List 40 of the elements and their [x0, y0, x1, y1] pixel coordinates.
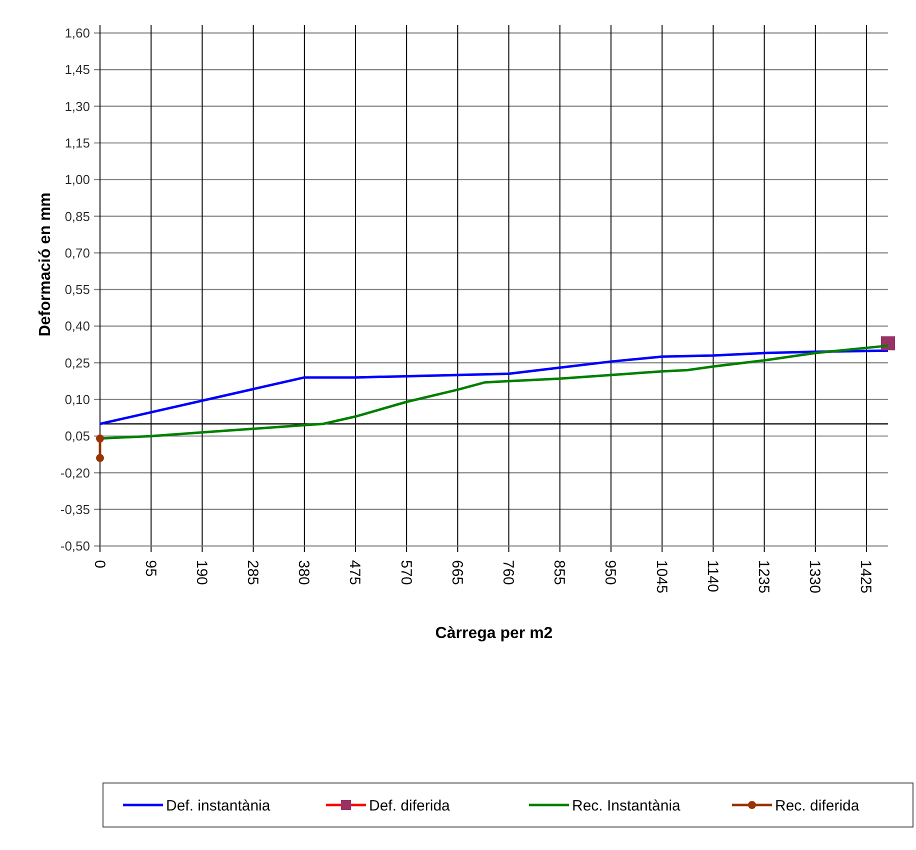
point — [96, 454, 104, 462]
y-tick-label: 1,00 — [64, 172, 90, 188]
y-tick-label: 1,45 — [64, 62, 90, 78]
y-tick-label: 0,25 — [64, 355, 90, 370]
y-tick-label: 0,10 — [64, 392, 90, 407]
y-tick-label: 1,15 — [64, 135, 90, 150]
y-tick-label: 0,40 — [64, 318, 90, 334]
x-tick-label: 1045 — [652, 560, 670, 594]
point — [881, 336, 895, 350]
y-tick-label: 0,70 — [64, 245, 90, 260]
x-tick-label: 1140 — [704, 560, 721, 592]
x-tick-label: 570 — [397, 560, 414, 586]
legend-label: Rec. Instantània — [572, 797, 682, 814]
x-tick-label: 0 — [90, 560, 108, 568]
x-tick-label: 285 — [244, 560, 262, 586]
x-tick-label: 1330 — [806, 560, 824, 594]
y-tick-label: -0,50 — [60, 538, 90, 554]
x-tick-label: 855 — [550, 560, 568, 586]
y-tick-label: -0,20 — [60, 465, 90, 480]
x-tick-label: 95 — [142, 560, 159, 577]
x-tick-label: 190 — [192, 560, 210, 586]
y-tick-label: 1,60 — [64, 26, 90, 41]
x-tick-label: 1425 — [857, 560, 874, 594]
point — [96, 434, 104, 443]
legend-label: Def. instantània — [166, 797, 271, 814]
x-tick-label: 475 — [346, 560, 364, 586]
y-tick-label: 1,30 — [64, 98, 90, 114]
y-axis-title: Deformació en mm — [37, 192, 54, 337]
y-tick-label: 0,55 — [64, 282, 90, 298]
y-tick-label: 0,85 — [64, 208, 90, 224]
x-tick-label: 760 — [500, 560, 517, 586]
x-tick-label: 665 — [448, 560, 466, 586]
x-tick-label: 380 — [295, 560, 312, 586]
x-tick-label: 1235 — [755, 560, 772, 594]
x-tick-label: 950 — [602, 560, 619, 586]
legend-label: Rec. diferida — [775, 797, 860, 814]
y-tick-label: 0,05 — [64, 428, 90, 444]
x-axis-title: Càrrega per m2 — [435, 625, 553, 642]
legend-label: Def. diferida — [369, 797, 451, 814]
y-tick-label: -0,35 — [60, 502, 90, 517]
